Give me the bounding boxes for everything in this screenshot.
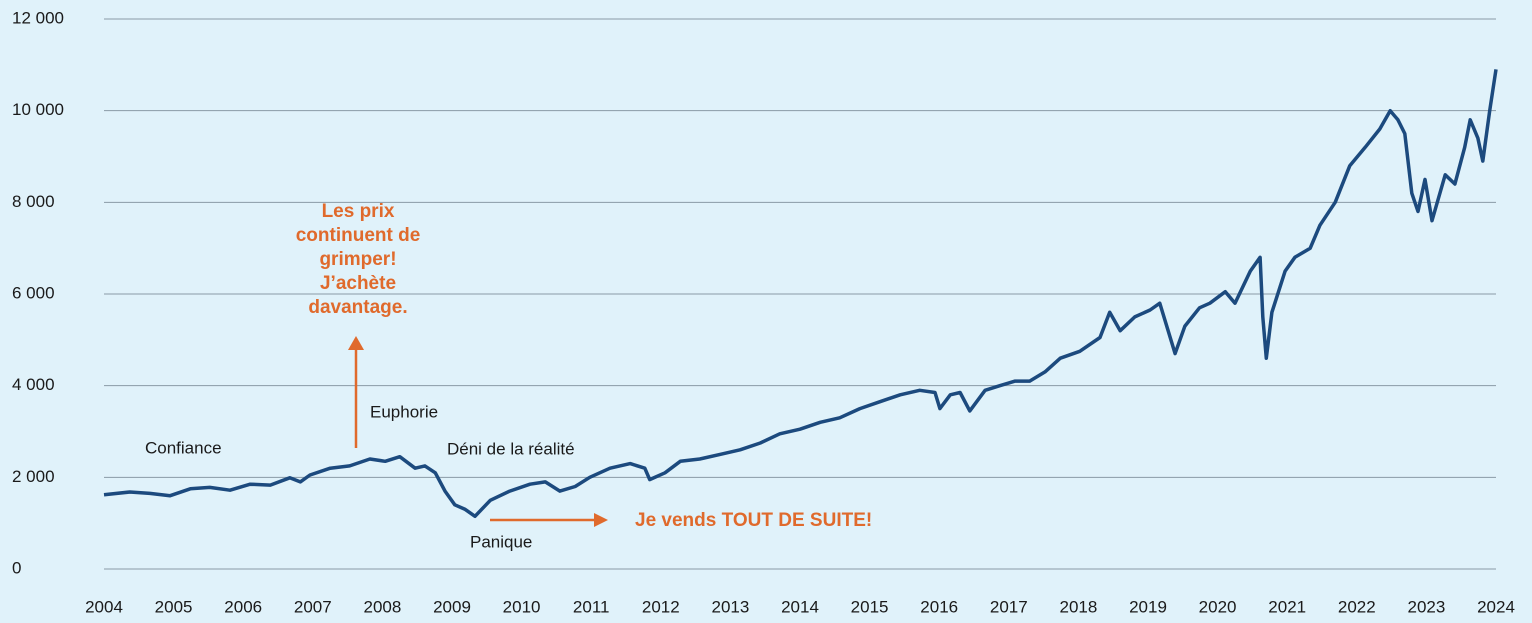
- x-tick-label: 2009: [433, 597, 471, 616]
- x-tick-label: 2023: [1407, 597, 1445, 616]
- x-tick-label: 2012: [642, 597, 680, 616]
- arrow-head: [348, 336, 364, 350]
- annotation: Euphorie: [370, 402, 438, 421]
- x-tick-label: 2013: [711, 597, 749, 616]
- x-tick-label: 2019: [1129, 597, 1167, 616]
- x-tick-label: 2016: [920, 597, 958, 616]
- y-tick-label: 10 000: [12, 100, 64, 119]
- callout-line: grimper!: [319, 249, 396, 270]
- x-tick-label: 2004: [85, 597, 123, 616]
- callout-line: J’achète: [320, 273, 396, 294]
- callout-line: davantage.: [308, 297, 407, 318]
- y-tick-label: 12 000: [12, 8, 64, 27]
- y-tick-label: 2 000: [12, 467, 55, 486]
- y-tick-label: 8 000: [12, 192, 55, 211]
- x-tick-label: 2008: [363, 597, 401, 616]
- x-tick-label: 2007: [294, 597, 332, 616]
- callout-line: continuent de: [296, 225, 421, 246]
- y-tick-label: 6 000: [12, 283, 55, 302]
- annotation: Déni de la réalité: [447, 439, 575, 458]
- x-tick-label: 2024: [1477, 597, 1515, 616]
- annotation: Panique: [470, 532, 532, 551]
- x-tick-label: 2020: [1199, 597, 1237, 616]
- y-tick-label: 0: [12, 558, 21, 577]
- x-tick-label: 2011: [573, 597, 610, 616]
- x-tick-label: 2005: [155, 597, 193, 616]
- annotation: Je vends TOUT DE SUITE!: [635, 510, 872, 531]
- annotation: Confiance: [145, 438, 222, 457]
- x-tick-label: 2021: [1268, 597, 1306, 616]
- callout-line: Les prix: [322, 201, 395, 222]
- y-tick-label: 4 000: [12, 375, 55, 394]
- x-tick-label: 2014: [781, 597, 819, 616]
- line: [103, 69, 1498, 519]
- x-tick-label: 2017: [990, 597, 1028, 616]
- x-tick-label: 2006: [224, 597, 262, 616]
- x-tick-label: 2022: [1338, 597, 1376, 616]
- arrow-head: [594, 513, 608, 527]
- x-tick-label: 2018: [1059, 597, 1097, 616]
- x-tick-label: 2015: [851, 597, 889, 616]
- x-tick-label: 2010: [503, 597, 541, 616]
